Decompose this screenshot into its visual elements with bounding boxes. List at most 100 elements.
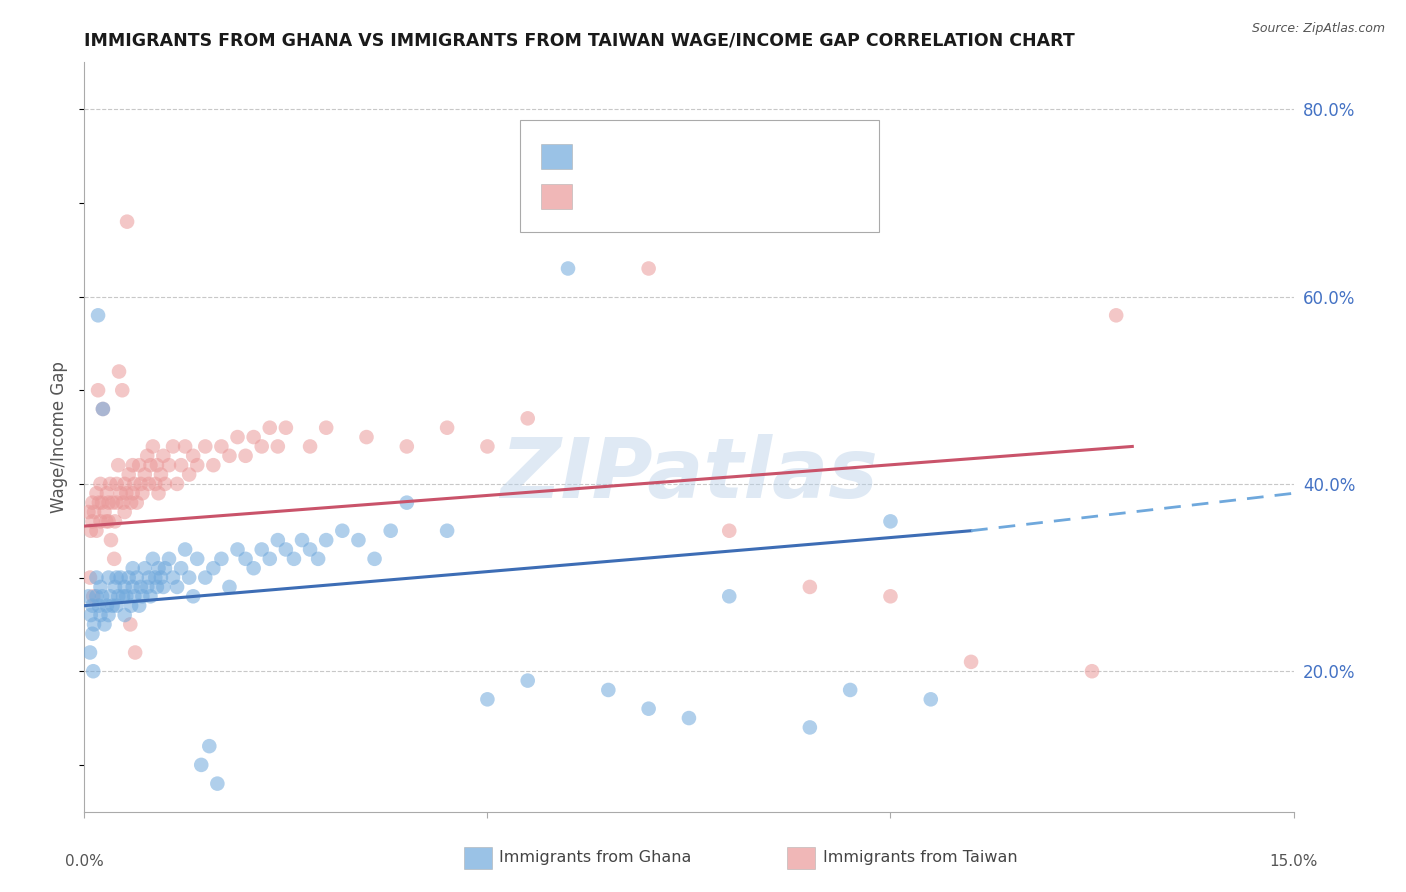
Point [166, 476, 188, 491]
Point [436, 420, 458, 434]
Text: Immigrants from Taiwan: Immigrants from Taiwan [823, 850, 1017, 864]
Point [194, 571, 217, 585]
Point [93, 617, 115, 632]
Text: 0.0%: 0.0% [65, 854, 104, 869]
Point [96, 486, 118, 500]
Point [91, 495, 114, 509]
Point [637, 261, 659, 276]
Point [170, 458, 193, 473]
Point [91, 401, 114, 416]
Point [103, 551, 125, 566]
Point [97, 514, 120, 528]
Point [1105, 309, 1128, 323]
Point [557, 261, 579, 276]
Point [218, 449, 240, 463]
Point [235, 551, 257, 566]
Point [120, 617, 142, 632]
Point [162, 440, 184, 453]
Point [395, 440, 418, 453]
Point [436, 524, 458, 538]
Point [1081, 664, 1104, 679]
Point [98, 476, 121, 491]
Point [79, 646, 101, 660]
Point [112, 495, 135, 509]
Point [637, 701, 659, 715]
Point [134, 467, 156, 482]
Point [110, 486, 132, 500]
Point [209, 551, 232, 566]
Point [186, 551, 208, 566]
Point [152, 580, 174, 594]
Point [138, 476, 160, 491]
Point [87, 599, 110, 613]
Point [120, 599, 142, 613]
Point [131, 589, 153, 603]
Point [291, 533, 314, 547]
Point [121, 458, 143, 473]
Point [120, 495, 142, 509]
Point [170, 561, 193, 575]
Point [174, 440, 197, 453]
Point [148, 561, 170, 575]
Point [226, 430, 249, 444]
Point [110, 571, 132, 585]
Text: 0.158: 0.158 [630, 187, 688, 205]
Point [250, 542, 273, 557]
Point [107, 458, 129, 473]
Point [839, 683, 862, 698]
Point [105, 495, 128, 509]
Text: ZIPatlas: ZIPatlas [501, 434, 877, 515]
Text: 0.171: 0.171 [630, 147, 686, 165]
Point [198, 739, 221, 753]
Point [149, 571, 172, 585]
Point [718, 589, 741, 603]
Point [125, 571, 148, 585]
Point [87, 384, 110, 398]
Point [190, 758, 212, 772]
Point [89, 608, 111, 623]
Point [114, 476, 136, 491]
Point [121, 561, 143, 575]
Point [395, 495, 418, 509]
Text: R =: R = [583, 147, 623, 165]
Point [86, 571, 108, 585]
Point [202, 561, 225, 575]
Point [112, 589, 135, 603]
Point [598, 683, 620, 698]
Point [129, 580, 152, 594]
Point [80, 524, 103, 538]
Point [307, 551, 329, 566]
Point [82, 589, 104, 603]
Point [83, 617, 105, 632]
Point [218, 580, 240, 594]
Point [115, 214, 138, 228]
Point [516, 411, 538, 425]
Point [104, 514, 127, 528]
Point [87, 309, 110, 323]
Point [82, 514, 104, 528]
Point [136, 580, 159, 594]
Point [799, 721, 821, 735]
Point [104, 580, 127, 594]
Point [91, 589, 114, 603]
Point [181, 449, 204, 463]
Point [128, 458, 150, 473]
Point [259, 420, 281, 434]
Point [97, 571, 120, 585]
Point [105, 599, 128, 613]
Point [118, 571, 141, 585]
Point [115, 486, 138, 500]
Point [93, 505, 115, 519]
Point [242, 561, 264, 575]
Point [315, 420, 337, 434]
Point [139, 458, 162, 473]
Point [82, 599, 104, 613]
Point [143, 476, 166, 491]
Point [202, 458, 225, 473]
Point [118, 467, 141, 482]
Point [157, 551, 180, 566]
Point [299, 542, 322, 557]
Point [226, 542, 249, 557]
Point [315, 533, 337, 547]
Point [146, 458, 169, 473]
